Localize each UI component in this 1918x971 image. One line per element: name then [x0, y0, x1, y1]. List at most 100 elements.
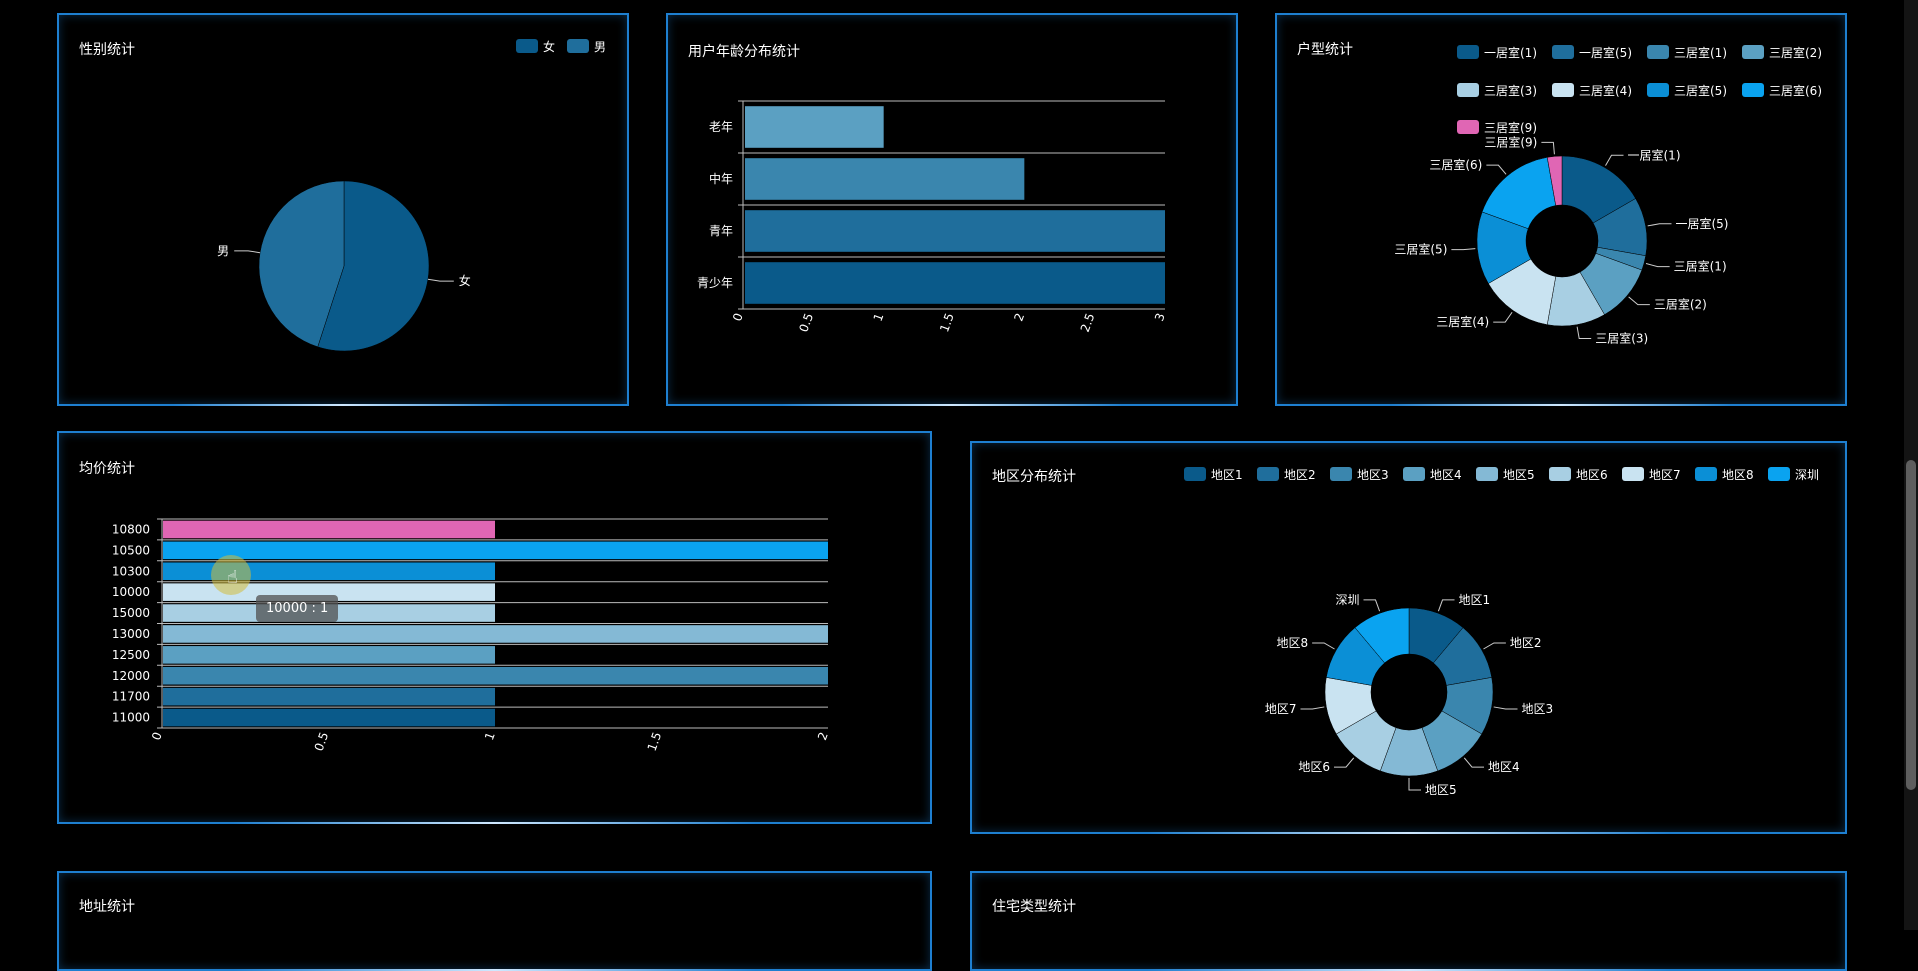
price-bar [163, 708, 495, 727]
gender-slice [317, 180, 430, 352]
gender-label-line [427, 278, 454, 282]
region-legend-swatch [1695, 467, 1717, 481]
region-legend-label: 地区7 [1649, 468, 1681, 482]
region-panel: 地区分布统计 地区1 地区2 地区3 地区4 地区5 地区6 地区7 地区8 深圳 地区1 地区2 地… [970, 441, 1847, 834]
panel-title: 性别统计 [79, 42, 135, 58]
room-slice-label: 三居室(1) [1674, 259, 1727, 274]
region-label-line [1312, 642, 1335, 650]
hand-cursor-icon: ☝ [227, 567, 238, 588]
chart-tooltip: 10000 : 1 [256, 595, 339, 622]
gender-legend-swatch [567, 39, 589, 53]
region-label-line [1300, 706, 1325, 710]
region-slice-label: 地区3 [1522, 702, 1554, 716]
address-panel: 地址统计 [57, 871, 932, 971]
age-x-tick-label: 0.5 [796, 311, 816, 334]
region-slice-label: 地区8 [1276, 636, 1308, 650]
price-bar-chart: 11000 11700 12000 12500 13000 15000 10000 10300… [112, 518, 831, 753]
region-label-line [1493, 706, 1518, 710]
region-legend-label: 地区1 [1211, 468, 1243, 482]
price-category-label: 12500 [112, 648, 150, 662]
room-slice [1546, 155, 1563, 206]
price-category-label: 10300 [112, 564, 150, 578]
age-x-tick-label: 2 [1011, 311, 1027, 323]
room-slice-label: 一居室(1) [1628, 147, 1681, 162]
region-legend-label: 地区4 [1430, 468, 1462, 482]
room-slice-label: 三居室(2) [1654, 297, 1707, 312]
region-slice-label: 地区6 [1298, 760, 1330, 774]
room-legend-label: 一居室(1) [1484, 45, 1537, 60]
room-label-line [1541, 141, 1555, 155]
panel-title: 户型统计 [1297, 42, 1353, 58]
room-slice-label: 三居室(9) [1484, 134, 1537, 149]
room-legend-swatch [1742, 45, 1764, 59]
gender-pie-chart: 女男女男 [217, 39, 606, 352]
room-legend-swatch [1647, 45, 1669, 59]
room-legend-label: 一居室(5) [1579, 45, 1632, 60]
region-legend-label: 地区2 [1284, 468, 1316, 482]
age-bar [745, 210, 1165, 252]
region-slice-label: 地区5 [1425, 783, 1457, 797]
age-category-label: 中年 [709, 171, 733, 186]
panel-title: 均价统计 [79, 461, 135, 477]
region-slice-label: 地区1 [1459, 593, 1491, 607]
panel-title: 住宅类型统计 [992, 899, 1076, 915]
page-scrollbar[interactable] [1904, 0, 1918, 930]
room-legend-label: 三居室(4) [1579, 83, 1632, 98]
room-legend-label: 三居室(2) [1769, 45, 1822, 60]
room-legend-swatch [1457, 45, 1479, 59]
price-x-tick-label: 0 [149, 730, 165, 742]
price-bar [163, 520, 495, 539]
price-category-label: 10500 [112, 543, 150, 557]
gender-legend-label: 男 [594, 40, 606, 54]
price-category-label: 11700 [112, 690, 150, 704]
price-bar [163, 646, 495, 664]
region-label-line [1334, 757, 1355, 768]
region-donut-chart: 地区1 地区2 地区3 地区4 地区5 地区6 地区7 地区8 深圳地区1地区2地区3地区4地区… [1184, 467, 1819, 797]
region-legend-label: 地区6 [1576, 468, 1608, 482]
room-panel: 户型统计 一居室(1) 一居室(5) 三居室(1) 三居室(2) 三居室(3) 三居室(4… [1275, 13, 1847, 406]
panel-title: 地区分布统计 [992, 469, 1076, 485]
age-x-tick-label: 1.5 [937, 311, 957, 334]
scrollbar-thumb[interactable] [1906, 460, 1916, 790]
region-slice-label: 深圳 [1335, 593, 1359, 607]
room-label-line [1645, 263, 1670, 268]
price-category-label: 10000 [112, 585, 150, 599]
age-bar [745, 262, 1165, 304]
region-slice-label: 地区4 [1488, 760, 1520, 774]
age-bar-chart: 青少年 青年 中年 老年 0 0.5 1 1.5 2 2.5 3 [697, 100, 1168, 334]
cursor-highlight [211, 555, 251, 595]
room-label-line [1451, 248, 1476, 251]
price-category-label: 11000 [112, 711, 150, 725]
room-slice-label: 三居室(3) [1595, 330, 1648, 345]
price-x-tick-label: 2 [815, 730, 831, 742]
price-x-tick-label: 0.5 [312, 730, 332, 753]
room-legend-swatch [1647, 83, 1669, 97]
room-label-line [1605, 154, 1624, 166]
room-slice-label: 三居室(4) [1436, 314, 1489, 329]
age-category-label: 青少年 [697, 276, 733, 290]
age-panel: 用户年龄分布统计 青少年 青年 中年 老年 0 0.5 1 1.5 2 2.5 3 [666, 13, 1238, 406]
region-legend-label: 地区8 [1722, 468, 1754, 482]
region-slice [1354, 607, 1410, 664]
price-bar [163, 666, 828, 685]
room-slice-label: 三居室(6) [1429, 157, 1482, 172]
age-category-label: 青年 [709, 224, 733, 238]
room-label-line [1628, 296, 1650, 306]
price-bar [163, 541, 828, 560]
price-x-tick-label: 1.5 [645, 730, 665, 753]
panel-title: 地址统计 [79, 899, 135, 915]
gender-slice-label: 女 [459, 273, 471, 288]
room-legend-swatch [1457, 83, 1479, 97]
region-legend-label: 地区3 [1357, 468, 1389, 482]
price-category-label: 10800 [112, 522, 150, 536]
region-legend-swatch [1622, 467, 1644, 481]
room-legend-swatch [1742, 83, 1764, 97]
region-legend-swatch [1184, 467, 1206, 481]
region-legend-swatch [1330, 467, 1352, 481]
age-x-tick-label: 1 [871, 311, 887, 323]
gender-slice-label: 男 [217, 244, 229, 258]
region-legend-swatch [1257, 467, 1279, 481]
gender-panel: 性别统计 女男女男 [57, 13, 629, 406]
gender-label-line [234, 250, 261, 254]
price-category-label: 13000 [112, 627, 150, 641]
